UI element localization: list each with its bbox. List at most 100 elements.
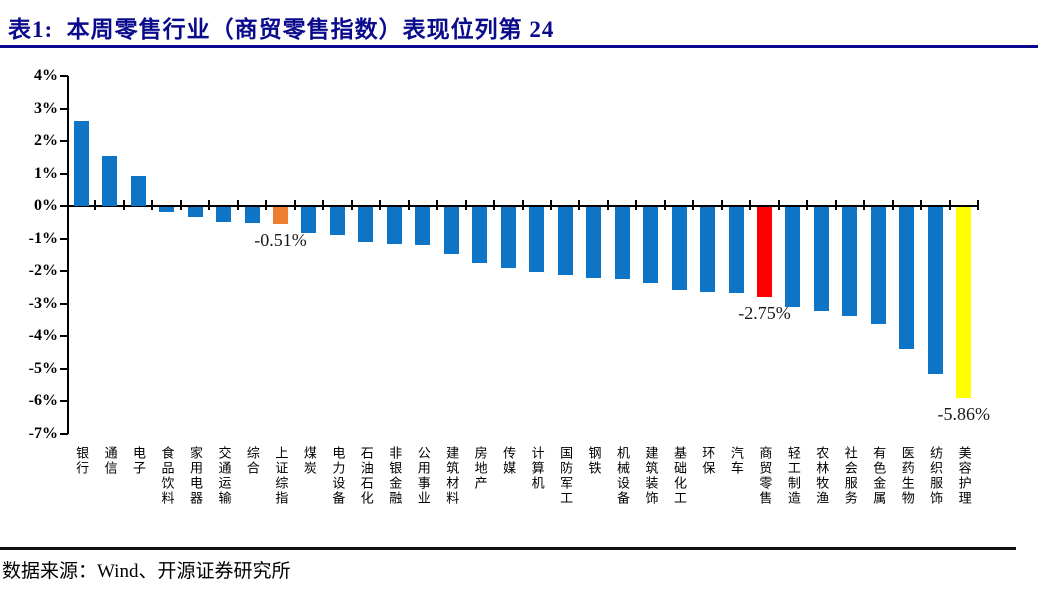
category-axis-tick [265,200,268,211]
y-axis-tick [60,335,68,338]
category-label-汽车: 汽车 [728,446,744,476]
category-axis-tick [151,200,154,211]
category-axis-tick [122,200,125,211]
bar-传媒 [500,207,516,268]
category-axis-tick [407,200,410,211]
y-axis-tick [60,367,68,370]
bar-上证综指 [273,207,289,224]
category-axis-tick [834,200,837,211]
bar-机械设备 [614,207,630,280]
category-label-家用电器: 家用电器 [187,446,203,506]
category-label-交通运输: 交通运输 [216,446,232,506]
category-label-机械设备: 机械设备 [615,446,631,506]
y-axis-label: -4% [28,327,58,345]
bar-电子 [130,176,146,207]
bar-家用电器 [187,207,203,218]
category-label-农林牧渔: 农林牧渔 [814,446,830,506]
bar-国防军工 [557,207,573,275]
bar-汽车 [728,207,744,294]
bar-chart: 4% 3% 2% 1% 0% -1% -2% -3% -4% -5% -6% -7% 银行 通信 电子 食品饮… [28,67,991,506]
bar-煤炭 [301,207,317,233]
category-label-石油石化: 石油石化 [358,446,374,506]
category-axis-tick [521,200,524,211]
category-axis-tick [663,200,666,211]
category-axis-tick [948,200,951,211]
y-axis-tick [60,140,68,143]
category-label-电子: 电子 [131,446,147,476]
y-axis-tick [60,433,68,435]
bar-计算机 [529,207,545,273]
category-axis-tick [179,200,182,211]
bar-银行 [73,121,89,207]
category-label-上证综指: 上证综指 [273,446,289,506]
category-label-通信: 通信 [102,446,118,476]
y-axis-label: 0% [34,197,58,215]
y-axis-label: -2% [28,262,58,280]
y-axis-line [67,76,69,434]
category-label-煤炭: 煤炭 [301,446,317,476]
y-axis-label: 1% [34,164,58,182]
category-label-房地产: 房地产 [472,446,488,491]
y-axis-label: 3% [34,99,58,117]
category-label-基础化工: 基础化工 [671,446,687,506]
category-axis-tick [464,200,467,211]
bar-有色金属 [870,207,886,325]
category-axis-tick [720,200,723,211]
category-axis-tick [806,200,809,211]
category-label-计算机: 计算机 [529,446,545,491]
bar-建筑装饰 [643,207,659,283]
y-axis-tick [60,75,68,77]
category-axis-tick [692,200,695,211]
category-axis-tick [863,200,866,211]
bar-农林牧渔 [813,207,829,312]
category-label-电力设备: 电力设备 [330,446,346,506]
y-axis-label: -3% [28,294,58,312]
category-axis-tick [635,200,638,211]
bar-社会服务 [842,207,858,316]
bar-房地产 [472,207,488,263]
category-label-轻工制造: 轻工制造 [785,446,801,506]
bar-食品饮料 [159,207,175,213]
y-axis-tick [60,205,68,208]
category-label-综合: 综合 [244,446,260,476]
bar-综合 [244,207,260,224]
bar-value-label-美容护理: -5.86% [937,403,991,424]
footer-divider [0,547,1016,550]
y-axis-tick [60,237,68,240]
bar-医药生物 [899,207,915,349]
y-axis-label: -6% [28,392,58,410]
y-axis-tick [60,400,68,403]
category-label-医药生物: 医药生物 [899,446,915,506]
category-axis-tick [379,200,382,211]
y-axis-tick [60,172,68,175]
category-axis-tick [493,200,496,211]
category-label-建筑装饰: 建筑装饰 [643,446,659,506]
category-axis-tick [606,200,609,211]
y-axis-label: -5% [28,359,58,377]
category-axis-tick [549,200,552,211]
bar-非银金融 [386,207,402,244]
category-label-公用事业: 公用事业 [415,446,431,506]
category-label-有色金属: 有色金属 [871,446,887,506]
bar-交通运输 [216,207,232,223]
bar-建筑材料 [443,207,459,255]
bar-通信 [102,155,118,207]
bar-电力设备 [329,207,345,235]
category-label-传媒: 传媒 [501,446,517,476]
figure-title: 表1: 本周零售行业（商贸零售指数）表现位列第 24 [8,17,555,42]
bar-环保 [700,207,716,292]
category-axis-tick [236,200,239,211]
bar-轻工制造 [785,207,801,308]
bar-石油石化 [358,207,374,242]
y-axis-tick [60,107,68,110]
category-label-商贸零售: 商贸零售 [757,446,773,506]
data-source: 数据来源：Wind、开源证券研究所 [2,561,291,582]
category-axis-tick [322,200,325,211]
bar-钢铁 [586,207,602,279]
bar-商贸零售 [756,207,772,297]
category-label-食品饮料: 食品饮料 [159,446,175,506]
category-label-钢铁: 钢铁 [586,446,602,476]
y-axis-tick [60,302,68,305]
category-label-环保: 环保 [700,446,716,476]
category-axis-tick [293,200,296,211]
